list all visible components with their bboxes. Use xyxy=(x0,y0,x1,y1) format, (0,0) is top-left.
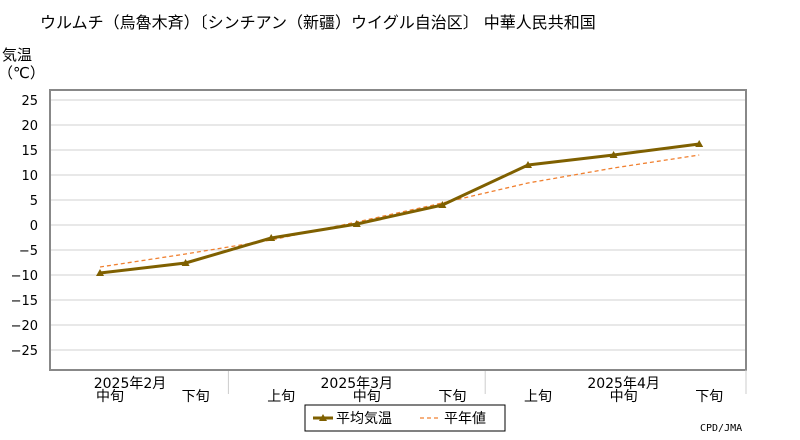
series-line-average xyxy=(99,142,700,275)
data-point-marker xyxy=(609,151,618,158)
y-tick-label: −25 xyxy=(11,344,38,359)
y-tick-label: −10 xyxy=(11,269,38,284)
y-tick-label: 0 xyxy=(30,219,38,234)
credit-label: CPD/JMA xyxy=(700,423,742,434)
y-tick-label: −5 xyxy=(19,244,38,259)
legend-box xyxy=(304,404,506,432)
series-line-normal xyxy=(99,154,700,268)
x-tick-label: 上旬 xyxy=(267,389,295,405)
y-tick-label: −20 xyxy=(11,319,38,334)
y-tick-label: −15 xyxy=(11,294,38,309)
legend-marker-avg xyxy=(319,414,327,421)
y-tick-label: 25 xyxy=(21,94,38,109)
legend-label-normal: 平年値 xyxy=(444,411,486,427)
y-axis-unit: （℃） xyxy=(0,64,45,82)
data-point-marker xyxy=(267,234,276,241)
y-tick-label: 20 xyxy=(21,119,38,134)
grid-lines xyxy=(51,99,745,351)
x-tick-label: 上旬 xyxy=(524,389,552,405)
data-point-marker xyxy=(695,140,704,147)
y-tick-label: 5 xyxy=(30,194,38,209)
x-tick-label: 中旬 xyxy=(96,389,124,405)
y-tick-label: 10 xyxy=(21,169,38,184)
data-point-marker xyxy=(524,161,532,168)
data-point-marker xyxy=(181,259,190,266)
x-tick-label: 中旬 xyxy=(353,389,381,405)
month-label: 2025年3月 xyxy=(321,376,394,392)
y-tick-label: 15 xyxy=(21,144,38,159)
y-axis-label: 気温 xyxy=(2,46,32,64)
y-tick-labels: 25 20 15 10 5 0 −5 −10 −15 −20 −25 xyxy=(11,94,38,359)
data-point-marker xyxy=(352,220,361,227)
x-tick-label: 中旬 xyxy=(610,389,638,405)
data-point-marker xyxy=(96,269,104,276)
plot-frame xyxy=(49,89,747,371)
series-group xyxy=(96,140,704,276)
legend-label-avg: 平均気温 xyxy=(336,411,392,427)
legend: 平均気温 平年値 xyxy=(304,404,506,432)
chart-title: ウルムチ（烏魯木斉）〔シンチアン（新疆）ウイグル自治区〕 中華人民共和国 xyxy=(40,13,596,32)
month-label: 2025年2月 xyxy=(94,376,167,392)
data-point-marker xyxy=(438,201,447,208)
x-tick-label: 下旬 xyxy=(438,389,466,405)
x-tick-label: 下旬 xyxy=(695,389,723,405)
month-label: 2025年4月 xyxy=(587,376,660,392)
x-tick-label: 下旬 xyxy=(182,389,210,405)
